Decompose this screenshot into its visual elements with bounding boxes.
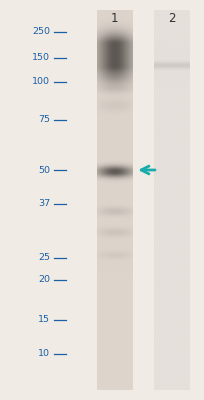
Text: 250: 250 bbox=[32, 28, 50, 36]
Text: 25: 25 bbox=[38, 254, 50, 262]
Text: 75: 75 bbox=[38, 116, 50, 124]
Text: 100: 100 bbox=[32, 78, 50, 86]
Text: 150: 150 bbox=[32, 54, 50, 62]
Bar bbox=[153, 10, 189, 390]
Text: 50: 50 bbox=[38, 166, 50, 174]
Text: 20: 20 bbox=[38, 276, 50, 284]
Text: 10: 10 bbox=[38, 350, 50, 358]
Text: 37: 37 bbox=[38, 200, 50, 208]
Text: 2: 2 bbox=[168, 12, 175, 25]
Text: 15: 15 bbox=[38, 316, 50, 324]
Text: 1: 1 bbox=[111, 12, 118, 25]
Bar bbox=[96, 10, 132, 390]
